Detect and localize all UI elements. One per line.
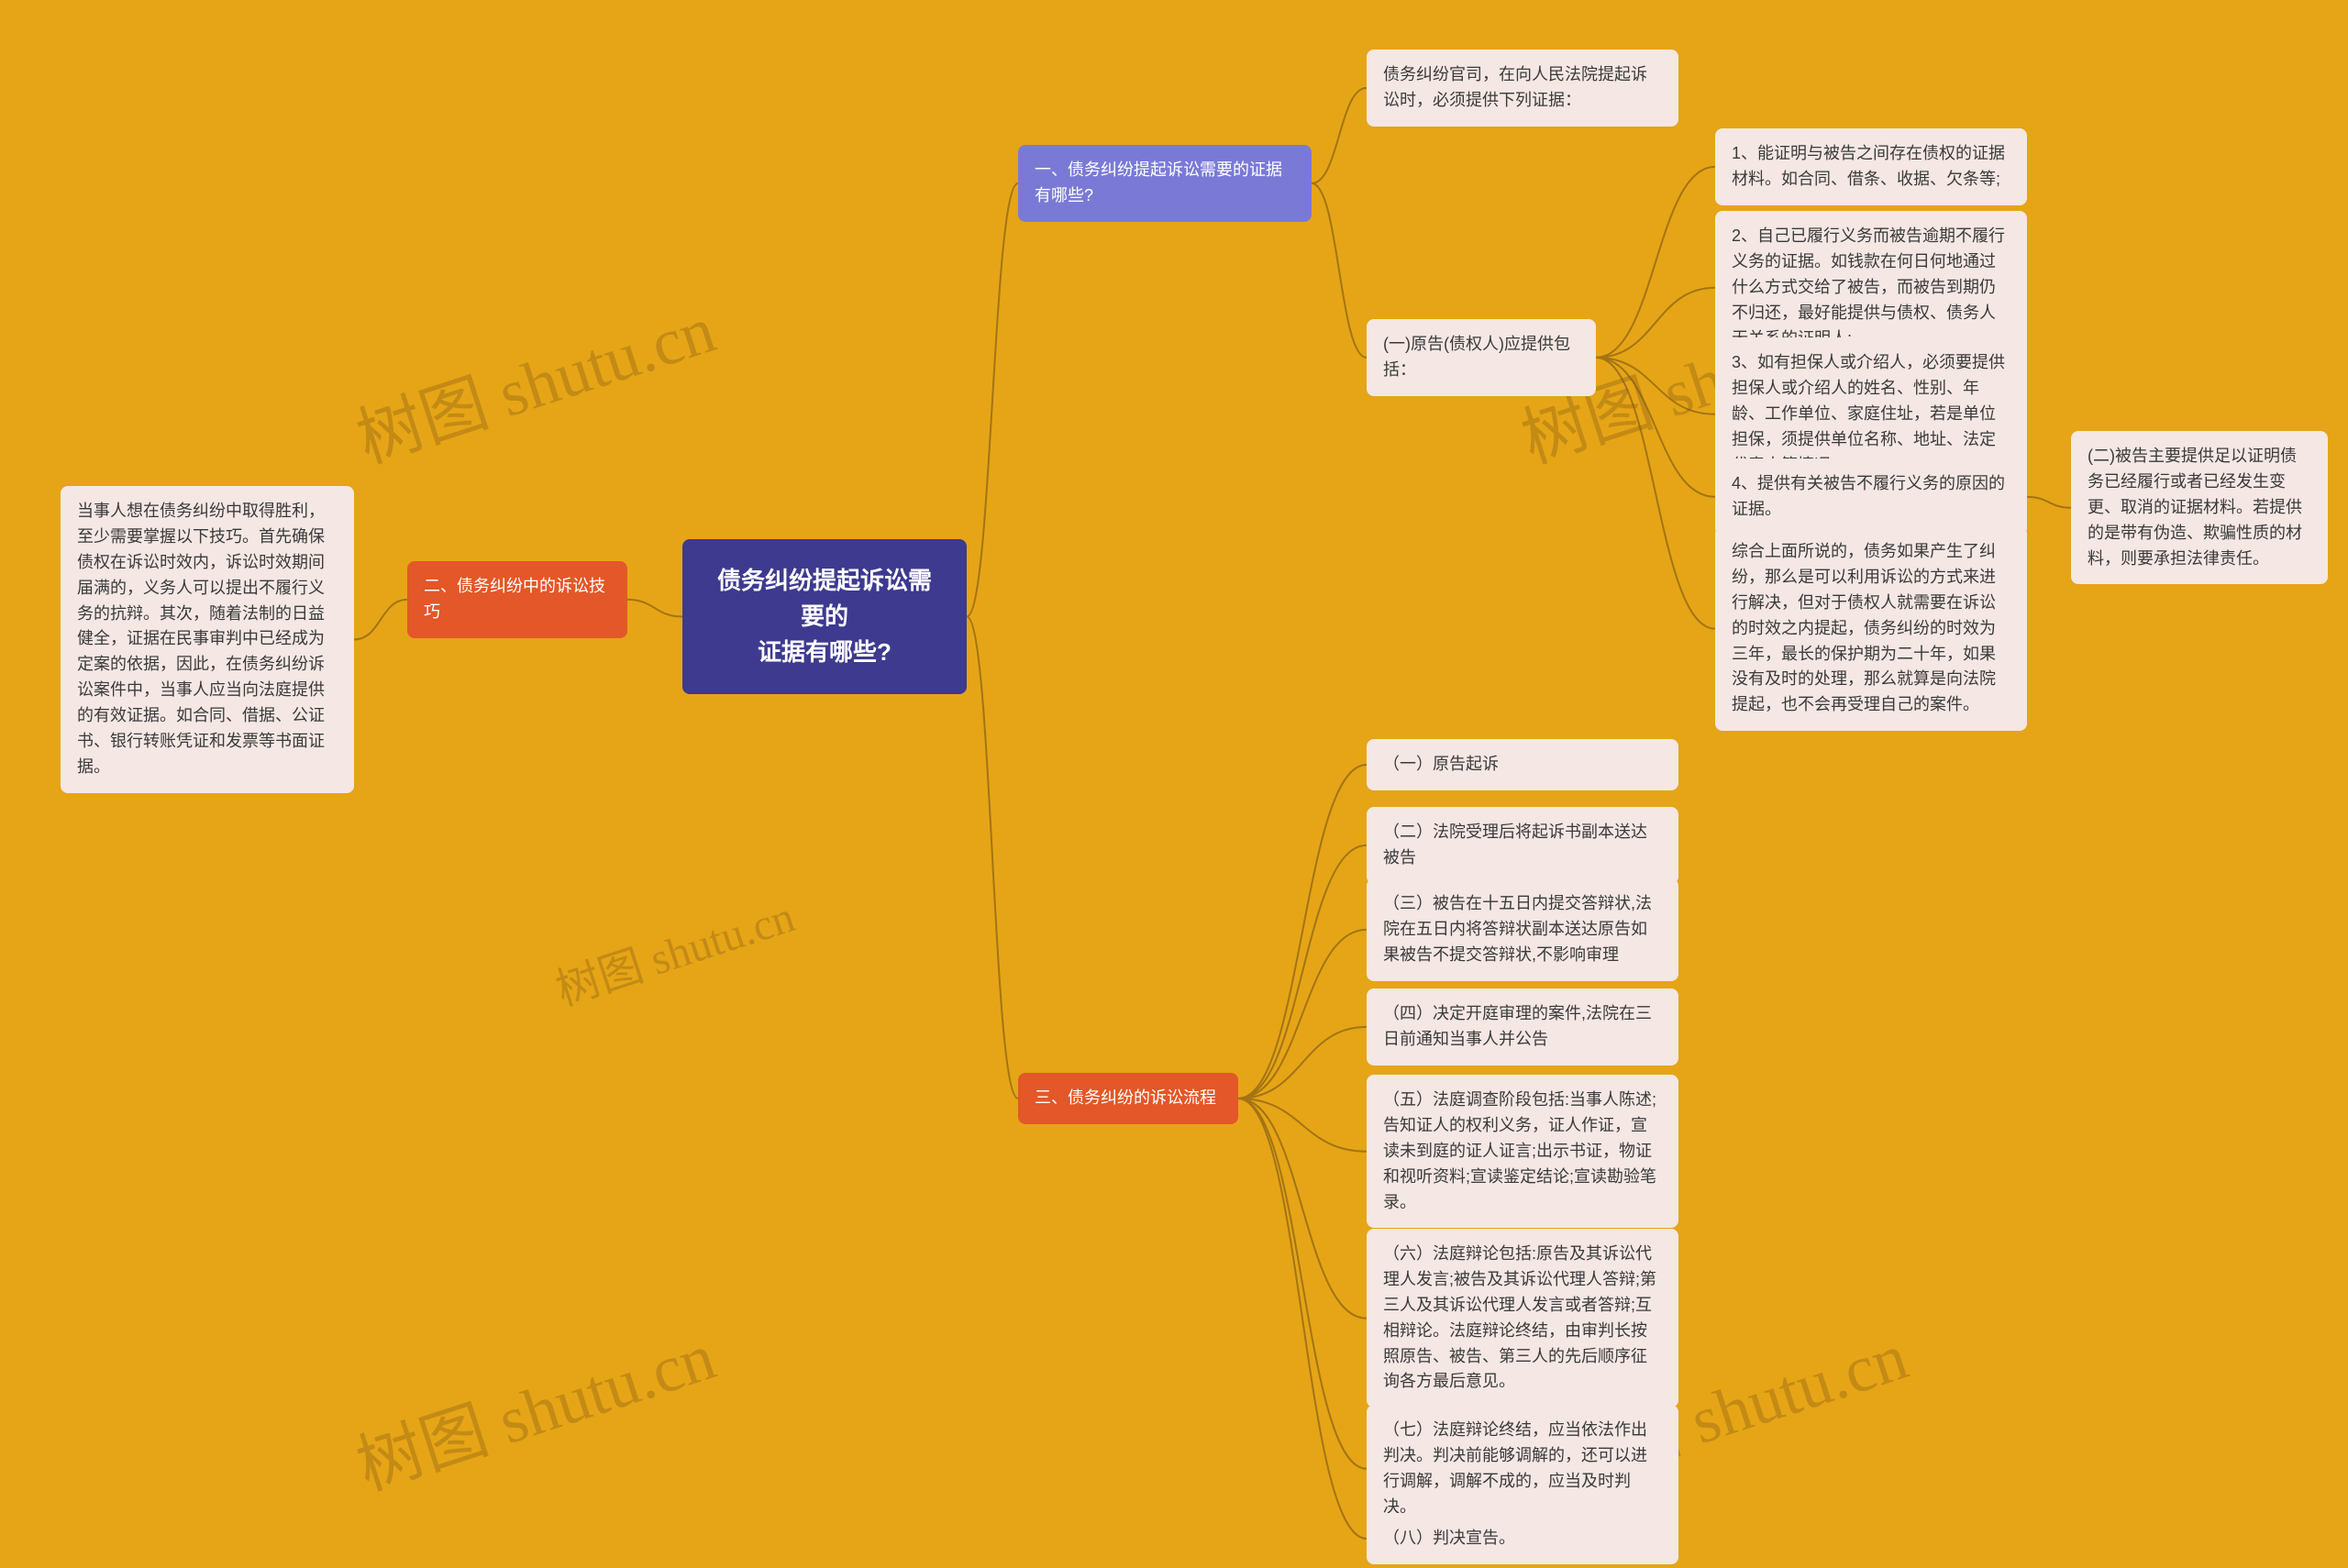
node-text: （七）法庭辩论终结，应当依法作出判决。判决前能够调解的，还可以进行调解，调解不成… <box>1383 1420 1647 1516</box>
branch-c-c2: （二）法院受理后将起诉书副本送达被告 <box>1367 807 1678 884</box>
branch-b-leaf: 当事人想在债务纠纷中取得胜利，至少需要掌握以下技巧。首先确保债权在诉讼时效内，诉… <box>61 486 354 793</box>
node-text: 2、自己已履行义务而被告逾期不履行义务的证据。如钱款在何日何地通过什么方式交给了… <box>1732 226 2005 348</box>
branch-a-a2-1: 1、能证明与被告之间存在债权的证据材料。如合同、借条、收据、欠条等; <box>1715 128 2027 205</box>
branch-c-c4: （四）决定开庭审理的案件,法院在三日前通知当事人并公告 <box>1367 988 1678 1066</box>
node-text: 3、如有担保人或介绍人，必须要提供担保人或介绍人的姓名、性别、年龄、工作单位、家… <box>1732 353 2005 474</box>
node-text: （一）原告起诉 <box>1383 755 1499 773</box>
node-text: （五）法庭调查阶段包括:当事人陈述;告知证人的权利义务，证人作证，宣读未到庭的证… <box>1383 1090 1656 1211</box>
branch-b: 二、债务纠纷中的诉讼技巧 <box>407 561 627 638</box>
center-node: 债务纠纷提起诉讼需要的 证据有哪些? <box>682 539 967 694</box>
branch-a-a3: 综合上面所说的，债务如果产生了纠纷，那么是可以利用诉讼的方式来进行解决，但对于债… <box>1715 526 2027 731</box>
branch-a-label: 一、债务纠纷提起诉讼需要的证据有哪些? <box>1035 160 1282 204</box>
node-text: 债务纠纷官司，在向人民法院提起诉讼时，必须提供下列证据： <box>1383 65 1647 109</box>
watermark: 树图 shutu.cn <box>547 880 802 1018</box>
branch-c-c1: （一）原告起诉 <box>1367 739 1678 790</box>
branch-c-c5: （五）法庭调查阶段包括:当事人陈述;告知证人的权利义务，证人作证，宣读未到庭的证… <box>1367 1075 1678 1228</box>
node-text: 1、能证明与被告之间存在债权的证据材料。如合同、借条、收据、欠条等; <box>1732 144 2005 188</box>
branch-a-a2: (一)原告(债权人)应提供包括： <box>1367 319 1596 396</box>
watermark: 树图 shutu.cn <box>343 1302 725 1508</box>
node-text: (二)被告主要提供足以证明债务已经履行或者已经发生变更、取消的证据材料。若提供的… <box>2088 447 2302 568</box>
branch-a-a2-4: 4、提供有关被告不履行义务的原因的证据。 <box>1715 458 2027 536</box>
node-text: 综合上面所说的，债务如果产生了纠纷，那么是可以利用诉讼的方式来进行解决，但对于债… <box>1732 542 1996 713</box>
node-text: (一)原告(债权人)应提供包括： <box>1383 335 1570 379</box>
branch-a-a2-4r: (二)被告主要提供足以证明债务已经履行或者已经发生变更、取消的证据材料。若提供的… <box>2071 431 2328 584</box>
node-text: （八）判决宣告。 <box>1383 1529 1515 1547</box>
node-text: （二）法院受理后将起诉书副本送达被告 <box>1383 823 1647 867</box>
branch-c-c6: （六）法庭辩论包括:原告及其诉讼代理人发言;被告及其诉讼代理人答辩;第三人及其诉… <box>1367 1229 1678 1408</box>
center-line1: 债务纠纷提起诉讼需要的 <box>717 567 932 630</box>
branch-c: 三、债务纠纷的诉讼流程 <box>1018 1073 1238 1124</box>
branch-a: 一、债务纠纷提起诉讼需要的证据有哪些? <box>1018 145 1312 222</box>
branch-b-leaf-text: 当事人想在债务纠纷中取得胜利，至少需要掌握以下技巧。首先确保债权在诉讼时效内，诉… <box>77 502 325 776</box>
node-text: （四）决定开庭审理的案件,法院在三日前通知当事人并公告 <box>1383 1004 1652 1048</box>
branch-c-label: 三、债务纠纷的诉讼流程 <box>1035 1088 1216 1107</box>
branch-c-c8: （八）判决宣告。 <box>1367 1513 1678 1564</box>
watermark: 树图 shutu.cn <box>343 275 725 481</box>
node-text: 4、提供有关被告不履行义务的原因的证据。 <box>1732 474 2005 518</box>
center-line2: 证据有哪些? <box>758 638 892 666</box>
node-text: （三）被告在十五日内提交答辩状,法院在五日内将答辩状副本送达原告如果被告不提交答… <box>1383 894 1652 964</box>
branch-b-label: 二、债务纠纷中的诉讼技巧 <box>424 577 605 621</box>
branch-c-c3: （三）被告在十五日内提交答辩状,法院在五日内将答辩状副本送达原告如果被告不提交答… <box>1367 878 1678 981</box>
node-text: （六）法庭辩论包括:原告及其诉讼代理人发言;被告及其诉讼代理人答辩;第三人及其诉… <box>1383 1244 1656 1390</box>
branch-a-a1: 债务纠纷官司，在向人民法院提起诉讼时，必须提供下列证据： <box>1367 50 1678 127</box>
